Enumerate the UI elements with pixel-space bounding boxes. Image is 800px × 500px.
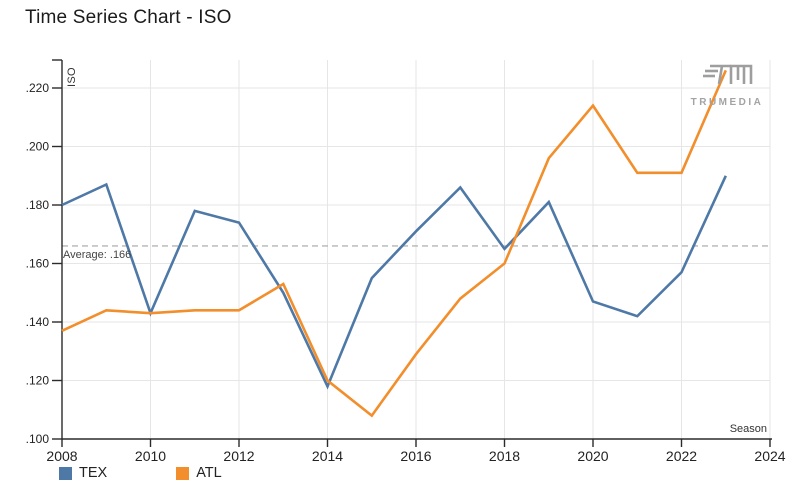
y-tick-label: .140 [26,315,50,329]
legend-item-tex[interactable]: TEX [59,465,107,481]
x-tick-label: 2020 [577,448,608,464]
x-tick-label: 2010 [135,448,166,464]
x-tick-label: 2024 [754,448,785,464]
x-axis-label: Season [729,423,767,435]
average-line-label: Average: .166 [63,249,132,261]
trumedia-logo: TRUMEDIA [688,60,766,108]
y-tick-label: .120 [26,374,50,388]
x-tick-label: 2018 [489,448,520,464]
x-tick-label: 2008 [46,448,77,464]
legend-item-atl[interactable]: ATL [176,465,222,481]
x-tick-label: 2014 [312,448,343,464]
legend: TEX ATL [59,465,222,481]
x-tick-label: 2016 [400,448,431,464]
tex-series-line[interactable] [61,175,727,390]
atl-series-swatch [176,466,190,480]
atl-series-line[interactable] [61,69,727,418]
y-tick-label: .160 [26,257,50,271]
y-tick-label: .100 [26,432,50,446]
legend-label-atl: ATL [196,465,222,481]
x-tick-label: 2022 [666,448,697,464]
trumedia-logo-icon [703,64,753,85]
chart-title: Time Series Chart - ISO [25,7,232,28]
y-tick-label: .180 [26,198,50,212]
tex-series-swatch [59,466,72,480]
trumedia-logo-text: TRUMEDIA [690,97,764,108]
legend-label-tex: TEX [79,465,108,481]
y-axis-label: ISO [66,67,78,87]
y-tick-label: .200 [26,140,50,154]
y-tick-label: .220 [26,81,50,95]
x-tick-label: 2012 [223,448,254,464]
